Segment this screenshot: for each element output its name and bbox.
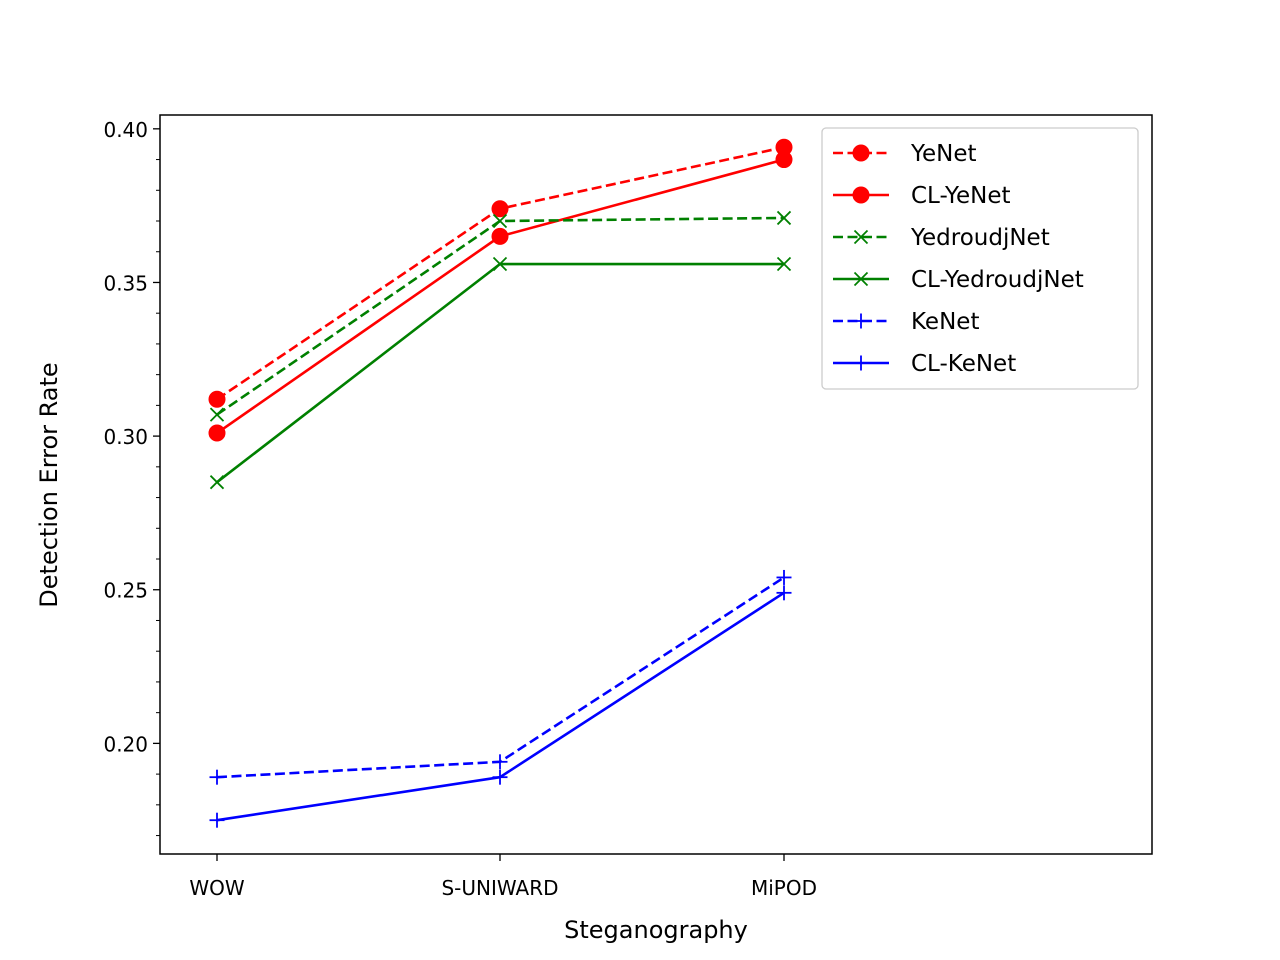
legend-label: KeNet <box>911 309 979 335</box>
legend-label: CL-YedroudjNet <box>911 267 1084 293</box>
series-cl-yenet <box>208 151 793 442</box>
data-point-x-stroke <box>209 475 225 490</box>
axis-ticks: 0.20 0.25 0.30 0.35 0.40 WOW S-UNIWARD MiPOD <box>103 118 817 900</box>
data-point-x <box>492 256 508 272</box>
data-point-plus <box>492 769 508 785</box>
series-yedroudjnet <box>209 210 792 422</box>
data-point-x <box>853 271 869 287</box>
series-line <box>216 145 785 401</box>
series-yenet <box>208 138 793 408</box>
legend-item: YedroudjNet <box>833 225 1050 251</box>
plot-frame <box>159 114 1153 855</box>
data-point-plus <box>853 355 869 371</box>
data-point-plus <box>853 313 869 329</box>
data-point-x <box>776 210 792 226</box>
series-line <box>216 216 785 416</box>
y-tick-label: 0.30 <box>103 425 148 449</box>
series-kenet <box>209 569 792 785</box>
x-tick-label: WOW <box>189 876 245 900</box>
legend-item: CL-YedroudjNet <box>833 267 1084 293</box>
data-point-x-stroke <box>492 256 508 272</box>
x-axis-label: Steganography <box>564 916 748 944</box>
series-cl-yedroudjnet <box>209 256 792 490</box>
legend-label: CL-KeNet <box>911 351 1016 377</box>
data-point-circle <box>491 200 509 218</box>
data-point-x <box>492 213 508 229</box>
legend: YeNet CL-YeNet YedroudjNet CL-YedroudjNet Ke… <box>821 127 1139 390</box>
legend-item: YeNet <box>833 141 977 167</box>
legend-label: YeNet <box>910 141 977 167</box>
y-tick-label: 0.20 <box>103 732 148 756</box>
series-group <box>208 138 793 828</box>
data-point-x-stroke <box>853 229 869 245</box>
series-line <box>216 576 785 779</box>
y-axis-label: Detection Error Rate <box>35 362 63 607</box>
data-point-x <box>209 407 225 422</box>
data-point-circle <box>208 424 226 442</box>
data-point-plus <box>209 769 225 785</box>
legend-label: YedroudjNet <box>910 225 1050 251</box>
data-point-x-stroke <box>776 256 792 272</box>
legend-item: CL-KeNet <box>833 351 1016 377</box>
y-tick-label: 0.40 <box>103 118 148 142</box>
legend-label: CL-YeNet <box>911 183 1011 209</box>
x-tick-label: S-UNIWARD <box>441 876 558 900</box>
legend-item: CL-YeNet <box>833 183 1011 209</box>
data-point-x-stroke <box>209 407 225 422</box>
data-point-plus <box>776 569 792 585</box>
data-point-x-stroke <box>776 210 792 226</box>
y-tick-label: 0.25 <box>103 579 148 603</box>
data-point-x <box>776 256 792 272</box>
y-tick-label: 0.35 <box>103 271 148 295</box>
data-point-x <box>853 229 869 245</box>
data-point-plus <box>776 585 792 601</box>
series-line <box>216 591 785 822</box>
x-tick-label: MiPOD <box>751 876 817 900</box>
legend-box <box>821 127 1139 390</box>
legend-item: KeNet <box>833 309 979 335</box>
data-point-x-stroke <box>492 213 508 229</box>
data-point-plus <box>209 812 225 828</box>
data-point-circle <box>775 151 793 169</box>
data-point-circle <box>852 186 870 204</box>
data-point-circle <box>208 390 226 408</box>
data-point-circle <box>491 227 509 245</box>
series-cl-kenet <box>209 585 792 828</box>
data-point-plus <box>492 754 508 770</box>
data-point-x-stroke <box>853 271 869 287</box>
data-point-circle <box>852 144 870 162</box>
data-point-x <box>209 475 225 490</box>
